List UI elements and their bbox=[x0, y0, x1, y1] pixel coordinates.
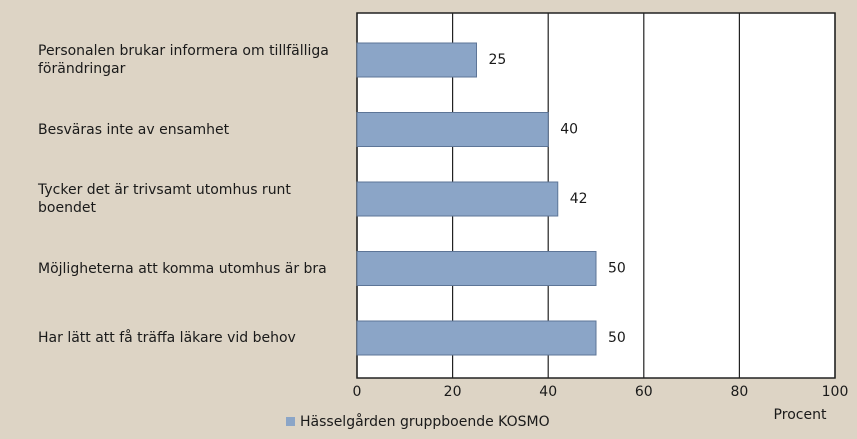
category-label: Möjligheterna att komma utomhus är bra bbox=[38, 260, 327, 277]
bar bbox=[356, 181, 559, 217]
category-label: Har lätt att få träffa läkare vid behov bbox=[38, 330, 296, 346]
category-label: Personalen brukar informera om tillfälli… bbox=[38, 43, 329, 77]
x-tick-label: 0 bbox=[353, 384, 362, 400]
x-tick-label: 60 bbox=[635, 384, 653, 400]
bar bbox=[356, 320, 597, 356]
value-label: 50 bbox=[608, 330, 626, 346]
category-label: Besväras inte av ensamhet bbox=[38, 121, 230, 138]
value-label: 42 bbox=[570, 191, 588, 207]
x-tick-label: 100 bbox=[822, 384, 849, 400]
x-tick-label: 80 bbox=[730, 384, 748, 400]
x-axis-label: Procent bbox=[774, 407, 827, 423]
value-label: 50 bbox=[608, 261, 626, 277]
category-label: Tycker det är trivsamt utomhus runt boen… bbox=[38, 182, 291, 216]
bar bbox=[356, 42, 477, 78]
value-label: 25 bbox=[489, 52, 507, 68]
legend-marker bbox=[286, 417, 295, 426]
x-tick-label: 40 bbox=[539, 384, 557, 400]
bar bbox=[356, 112, 549, 147]
bar bbox=[356, 251, 597, 286]
value-label: 40 bbox=[560, 122, 578, 138]
x-tick-label: 20 bbox=[444, 384, 462, 400]
legend-label: Hässelgården gruppboende KOSMO bbox=[300, 413, 550, 430]
